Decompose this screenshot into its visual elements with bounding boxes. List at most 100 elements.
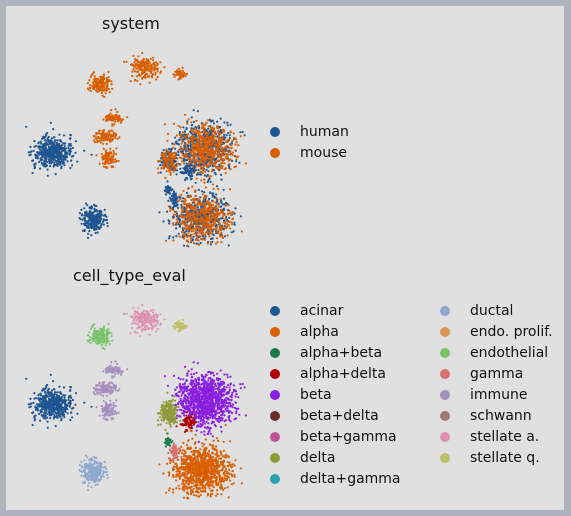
point-human xyxy=(58,158,60,160)
point-acinar xyxy=(33,392,35,394)
point-human xyxy=(51,151,53,153)
point-mouse xyxy=(199,214,201,216)
point-human xyxy=(41,138,43,140)
point-stellate-a- xyxy=(141,325,143,327)
point-human xyxy=(186,178,188,180)
point-ductal xyxy=(94,467,96,469)
point-mouse xyxy=(193,131,195,133)
point-mouse xyxy=(100,133,102,135)
point-mouse xyxy=(145,67,147,69)
point-mouse xyxy=(216,237,218,239)
point-ductal xyxy=(103,467,105,469)
point-mouse xyxy=(229,150,231,152)
point-stellate-a- xyxy=(137,317,139,319)
point-human xyxy=(83,217,85,219)
point-acinar xyxy=(50,409,52,411)
point-mouse xyxy=(95,85,97,87)
point-endothelial xyxy=(109,343,111,345)
point-mouse xyxy=(213,188,215,190)
point-human xyxy=(50,143,52,145)
point-mouse xyxy=(102,85,104,87)
point-mouse xyxy=(196,216,198,218)
point-mouse xyxy=(200,208,202,210)
point-mouse xyxy=(204,207,206,209)
point-acinar xyxy=(29,398,31,400)
point-mouse xyxy=(211,156,213,158)
point-mouse xyxy=(117,138,119,140)
point-mouse xyxy=(201,172,203,174)
point-human xyxy=(58,153,60,155)
point-human xyxy=(89,206,91,208)
point-acinar xyxy=(64,397,66,399)
point-mouse xyxy=(206,153,208,155)
point-stellate-a- xyxy=(159,313,161,315)
point-mouse xyxy=(210,127,212,129)
point-mouse xyxy=(204,224,206,226)
point-human xyxy=(74,152,76,154)
point-human xyxy=(170,198,172,200)
point-ductal xyxy=(80,461,82,463)
point-ductal xyxy=(83,469,85,471)
point-mouse xyxy=(206,208,208,210)
point-human xyxy=(68,150,70,152)
point-human xyxy=(169,206,171,208)
point-mouse xyxy=(94,75,96,77)
point-stellate-a- xyxy=(139,335,141,337)
point-human xyxy=(220,202,222,204)
point-mouse xyxy=(105,89,107,91)
point-acinar xyxy=(47,427,49,429)
point-mouse xyxy=(181,75,183,77)
point-human xyxy=(47,169,49,171)
point-mouse xyxy=(196,157,198,159)
point-human xyxy=(167,200,169,202)
point-human xyxy=(53,147,55,149)
point-mouse xyxy=(162,155,164,157)
point-acinar xyxy=(47,421,49,423)
point-acinar xyxy=(45,387,47,389)
point-acinar xyxy=(76,413,78,415)
point-mouse xyxy=(193,201,195,203)
point-human xyxy=(79,218,81,220)
point-ductal xyxy=(103,476,105,478)
point-acinar xyxy=(58,405,60,407)
point-mouse xyxy=(109,133,111,135)
point-mouse xyxy=(204,239,206,241)
point-human xyxy=(63,164,65,166)
point-mouse xyxy=(164,177,166,179)
point-acinar xyxy=(64,410,66,412)
point-mouse xyxy=(202,167,204,169)
point-mouse xyxy=(222,151,224,153)
point-mouse xyxy=(221,235,223,237)
point-mouse xyxy=(107,71,109,73)
point-stellate-a- xyxy=(130,332,132,334)
point-mouse xyxy=(163,161,165,163)
point-ductal xyxy=(105,468,107,470)
point-acinar xyxy=(36,403,38,405)
point-mouse xyxy=(176,69,178,71)
point-mouse xyxy=(104,163,106,165)
point-mouse xyxy=(220,241,222,243)
point-mouse xyxy=(122,118,124,120)
point-mouse xyxy=(190,229,192,231)
point-mouse xyxy=(203,214,205,216)
point-mouse xyxy=(215,160,217,162)
point-mouse xyxy=(207,232,209,234)
point-mouse xyxy=(186,73,188,75)
point-mouse xyxy=(186,138,188,140)
point-human xyxy=(58,134,60,136)
point-ductal xyxy=(88,475,90,477)
point-mouse xyxy=(108,130,110,132)
point-stellate-a- xyxy=(142,321,144,323)
point-mouse xyxy=(181,152,183,154)
point-human xyxy=(43,154,45,156)
point-acinar xyxy=(72,399,74,401)
point-mouse xyxy=(190,206,192,208)
point-endothelial xyxy=(90,342,92,344)
point-human xyxy=(62,156,64,158)
point-mouse xyxy=(230,168,232,170)
point-human xyxy=(53,164,55,166)
point-acinar xyxy=(39,406,41,408)
point-human xyxy=(240,215,242,217)
point-mouse xyxy=(180,133,182,135)
point-mouse xyxy=(195,225,197,227)
